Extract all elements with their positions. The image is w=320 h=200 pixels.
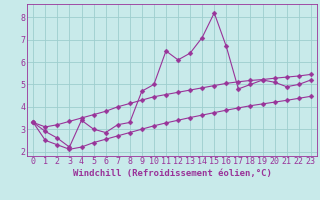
X-axis label: Windchill (Refroidissement éolien,°C): Windchill (Refroidissement éolien,°C) (73, 169, 271, 178)
